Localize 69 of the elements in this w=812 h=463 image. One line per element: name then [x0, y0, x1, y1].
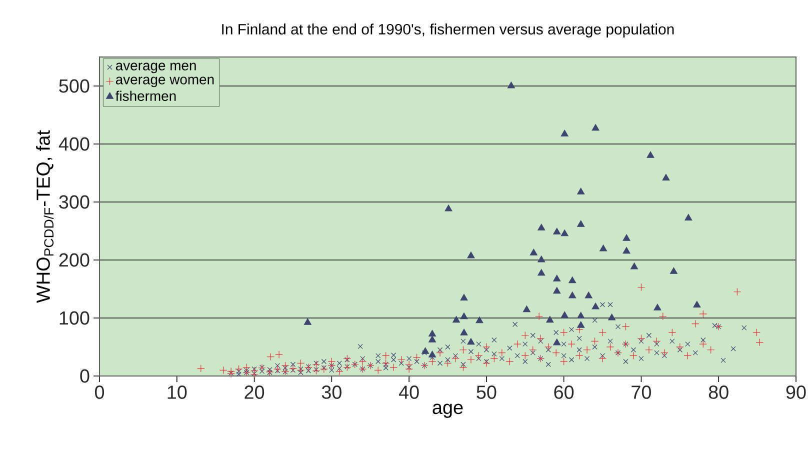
y-tick-label: 500: [59, 79, 90, 93]
y-axis-title: WHO$_{PCDD/F}$-TEQ, fat: [36, 130, 54, 303]
point: [460, 328, 468, 336]
point: [460, 294, 468, 301]
point: [630, 262, 638, 270]
y-tick-label: 400: [58, 137, 90, 151]
point: [538, 256, 546, 262]
point: [577, 188, 585, 194]
point: [577, 312, 585, 319]
point: [592, 124, 600, 131]
point: [600, 244, 608, 252]
point: [584, 292, 592, 298]
point: [670, 267, 678, 274]
point: [646, 151, 654, 158]
point: [530, 248, 538, 256]
point: [422, 347, 430, 354]
point: [568, 292, 576, 298]
point: [693, 300, 701, 308]
x-tick-label: 0: [94, 386, 104, 399]
point: [460, 312, 468, 320]
x-tick-label: 50: [476, 386, 496, 399]
x-tick-label: 90: [786, 386, 806, 399]
point: [538, 269, 546, 276]
point: [553, 338, 561, 346]
point: [546, 316, 554, 323]
legend-label: average men: [116, 62, 196, 74]
point: [507, 82, 515, 88]
point: [428, 336, 436, 342]
point: [568, 276, 576, 284]
legend-label: average women: [116, 76, 214, 88]
chart-title: In Finland at the end of 1990's, fishermen versus average population: [222, 24, 674, 38]
point: [684, 214, 692, 221]
x-tick-label: 60: [554, 386, 574, 399]
x-tick-label: 70: [632, 386, 651, 399]
point: [577, 220, 585, 227]
x-axis-title: age: [432, 404, 463, 418]
x-tick-label: 10: [168, 386, 187, 399]
point: [622, 247, 630, 254]
point: [608, 314, 616, 320]
point: [467, 252, 475, 258]
point: [654, 304, 662, 310]
point: [577, 321, 585, 328]
point: [522, 306, 530, 312]
legend-label: fishermen: [116, 90, 176, 101]
point: [553, 274, 561, 282]
x-tick-label: 40: [398, 386, 419, 399]
y-tick-label: 200: [59, 253, 90, 267]
point: [622, 234, 630, 241]
point: [553, 287, 561, 294]
point: [592, 302, 600, 310]
point: [304, 318, 312, 325]
point: [467, 338, 475, 345]
y-tick-label: 300: [59, 195, 90, 209]
point: [560, 130, 568, 136]
y-tick-label: 100: [60, 311, 90, 325]
point: [662, 174, 670, 180]
point: [560, 311, 568, 318]
y-tick-label: 0: [80, 369, 90, 383]
point: [560, 230, 568, 236]
point: [428, 350, 436, 358]
point: [476, 316, 484, 324]
x-tick-label: 30: [322, 386, 342, 399]
point: [452, 316, 460, 323]
point: [428, 330, 436, 337]
x-tick-label: 20: [244, 386, 264, 399]
point: [444, 204, 452, 212]
x-tick-label: 80: [708, 386, 728, 399]
point: [553, 228, 561, 234]
point: [538, 224, 546, 230]
